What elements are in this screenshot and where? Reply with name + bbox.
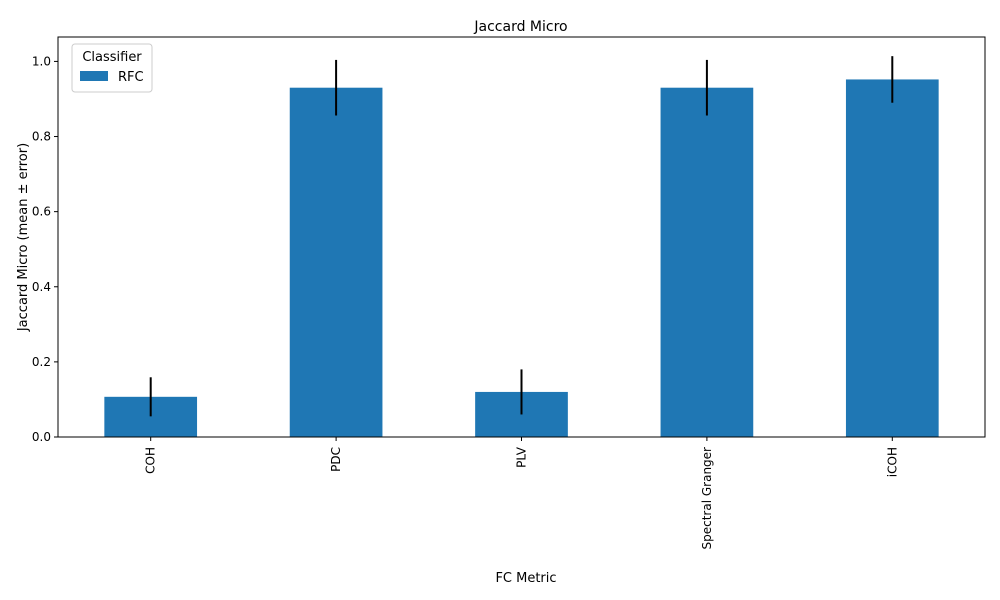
y-tick-label: 0.6 [32,205,51,219]
y-tick-label: 0.8 [32,130,51,144]
chart-title: Jaccard Micro [473,19,567,35]
x-tick-label: iCOH [885,447,899,477]
x-axis-label: FC Metric [495,571,556,586]
x-axis: COH PDC PLV Spectral Granger iCOH [144,437,899,550]
bars-layer [104,79,939,437]
y-tick-label: 0.2 [32,355,51,369]
x-tick-label: PLV [515,446,529,468]
plot-frame [57,36,986,438]
legend-title: Classifier [82,50,142,65]
bar [845,79,939,437]
x-tick-label: COH [144,447,158,474]
x-tick-label: Spectral Granger [700,447,714,550]
legend-swatch [80,71,108,81]
y-tick-label: 1.0 [32,54,51,68]
y-tick-label: 0.4 [32,280,51,294]
x-tick-label: PDC [329,447,343,472]
error-bars-layer [149,56,894,417]
bar [660,87,754,437]
legend-label: RFC [118,70,144,85]
bar [289,87,383,437]
y-axis-label: Jaccard Micro (mean ± error) [16,143,31,332]
y-axis: 0.0 0.2 0.4 0.6 0.8 1.0 [32,54,58,444]
y-tick-label: 0.0 [32,430,51,444]
legend: Classifier RFC [71,43,153,93]
